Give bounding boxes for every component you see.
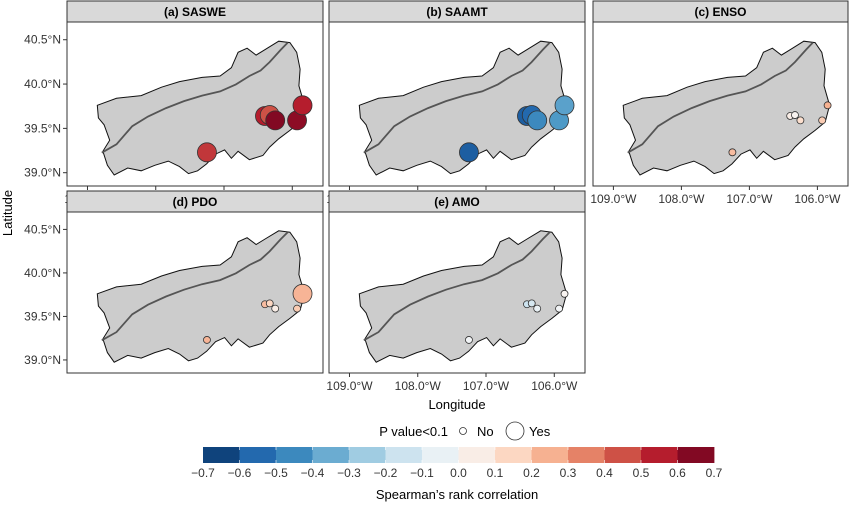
panel-title: (c) ENSO xyxy=(694,5,746,19)
x-tick-label: 106.0°W xyxy=(794,192,841,206)
colorbar-segment xyxy=(239,447,277,463)
y-axis-label: Latitude xyxy=(0,190,15,236)
size-legend-title: P value<0.1 xyxy=(379,424,448,439)
colorbar-segment xyxy=(312,447,350,463)
station-point xyxy=(554,95,575,116)
colorbar-tick-label: 0.0 xyxy=(450,466,467,480)
size-legend-yes-label: Yes xyxy=(529,424,551,439)
station-point xyxy=(265,299,274,308)
station-point xyxy=(560,289,569,298)
panel-title: (d) PDO xyxy=(173,195,218,209)
panels: (a) SASWE 40.5°N 40.0°N 39.5°N 39.0°N 109.0°W… xyxy=(24,0,849,393)
colorbar-tick-label: 0.3 xyxy=(560,466,577,480)
colorbar-segment xyxy=(458,447,496,463)
main-river xyxy=(101,231,289,342)
station-point xyxy=(203,336,211,344)
colorbar-tick-label: 0.1 xyxy=(487,466,504,480)
station-point xyxy=(465,336,473,344)
colorbar-segment xyxy=(276,447,313,463)
station-point xyxy=(823,101,832,110)
colorbar-segment xyxy=(349,447,386,463)
panel-title: (e) AMO xyxy=(434,195,480,209)
station-point xyxy=(459,142,479,163)
y-tick-label: 39.5°N xyxy=(24,121,61,135)
panel-4: (d) PDO 40.5°N 40.0°N 39.5°N 39.0°N xyxy=(24,190,324,374)
colorbar-segment xyxy=(422,447,459,463)
main-river xyxy=(363,41,551,154)
x-tick-label: 108.0°W xyxy=(395,379,442,393)
y-tick-label: 39.0°N xyxy=(24,166,61,180)
colorbar-tick-label: 0.6 xyxy=(669,466,686,480)
station-point xyxy=(796,116,805,125)
y-tick-label: 40.0°N xyxy=(24,77,61,91)
main-river xyxy=(101,41,289,154)
y-tick-label: 40.5°N xyxy=(24,33,61,47)
main-river xyxy=(363,231,551,342)
y-tick-label: 40.5°N xyxy=(24,222,61,236)
colorbar-tick-label: −0.2 xyxy=(374,466,398,480)
station-point xyxy=(527,110,548,131)
x-tick-label: 109.0°W xyxy=(590,192,637,206)
y-tick-label: 39.0°N xyxy=(24,353,61,367)
colorbar-segment xyxy=(604,447,642,463)
x-tick-label: 108.0°W xyxy=(658,192,705,206)
colorbar-tick-label: 0.5 xyxy=(633,466,650,480)
station-point xyxy=(265,110,286,131)
panel-5: (e) AMO 109.0°W 108.0°W 107.0°W 106.0°W xyxy=(326,190,586,393)
colorbar-segment xyxy=(641,447,678,463)
size-legend-no-symbol xyxy=(459,427,467,435)
x-tick-label: 109.0°W xyxy=(326,379,373,393)
color-legend: −0.7 −0.6 −0.5 −0.4 −0.3 −0.2 −0.1 0.0 0.1 0.2 0.3… xyxy=(191,447,723,480)
colorbar-segment xyxy=(385,447,423,463)
station-point xyxy=(197,142,217,163)
colorbar-tick-label: −0.6 xyxy=(228,466,252,480)
colorbar-segment xyxy=(495,447,532,463)
station-point xyxy=(728,148,737,157)
colorbar-tick-label: −0.4 xyxy=(301,466,325,480)
station-point xyxy=(293,304,301,313)
colorbar-segment xyxy=(677,447,715,463)
size-legend: P value<0.1 No Yes xyxy=(379,421,551,441)
station-point xyxy=(527,299,536,308)
colorbar-segment xyxy=(531,447,569,463)
y-tick-label: 39.5°N xyxy=(24,309,61,323)
station-point xyxy=(818,116,827,125)
panel-title: (a) SASWE xyxy=(164,5,226,19)
size-legend-yes-symbol xyxy=(505,421,525,441)
size-legend-no-label: No xyxy=(477,424,494,439)
x-axis-label: Longitude xyxy=(428,397,485,412)
station-point xyxy=(271,304,280,313)
colorbar-tick-label: −0.1 xyxy=(410,466,434,480)
main-river xyxy=(627,41,814,154)
x-tick-label: 107.0°W xyxy=(463,379,510,393)
colorbar-segment xyxy=(568,447,605,463)
station-point xyxy=(533,304,542,313)
station-point xyxy=(292,95,313,116)
colorbar-tick-label: −0.5 xyxy=(264,466,288,480)
panel-1: (a) SASWE40.5°N40.0°N39.5°N39.0°N109.0°W… xyxy=(24,0,324,206)
colorbar-tick-label: −0.7 xyxy=(191,466,215,480)
station-point xyxy=(292,283,313,304)
x-tick-label: 106.0°W xyxy=(531,379,578,393)
panel-title: (b) SAAMT xyxy=(426,5,488,19)
station-point xyxy=(791,111,799,119)
colorbar-tick-label: 0.2 xyxy=(523,466,540,480)
colorbar-tick-label: −0.3 xyxy=(337,466,361,480)
colorbar-segment xyxy=(203,447,240,463)
colorbar-tick-label: 0.4 xyxy=(596,466,613,480)
panel-3: (c) ENSO 109.0°W 108.0°W 107.0°W 106.0°W xyxy=(590,0,849,206)
y-tick-label: 40.0°N xyxy=(24,266,61,280)
x-tick-label: 107.0°W xyxy=(726,192,773,206)
colorbar-tick-label: 0.7 xyxy=(706,466,723,480)
station-point xyxy=(555,304,563,313)
color-legend-title: Spearman’s rank correlation xyxy=(376,487,538,502)
